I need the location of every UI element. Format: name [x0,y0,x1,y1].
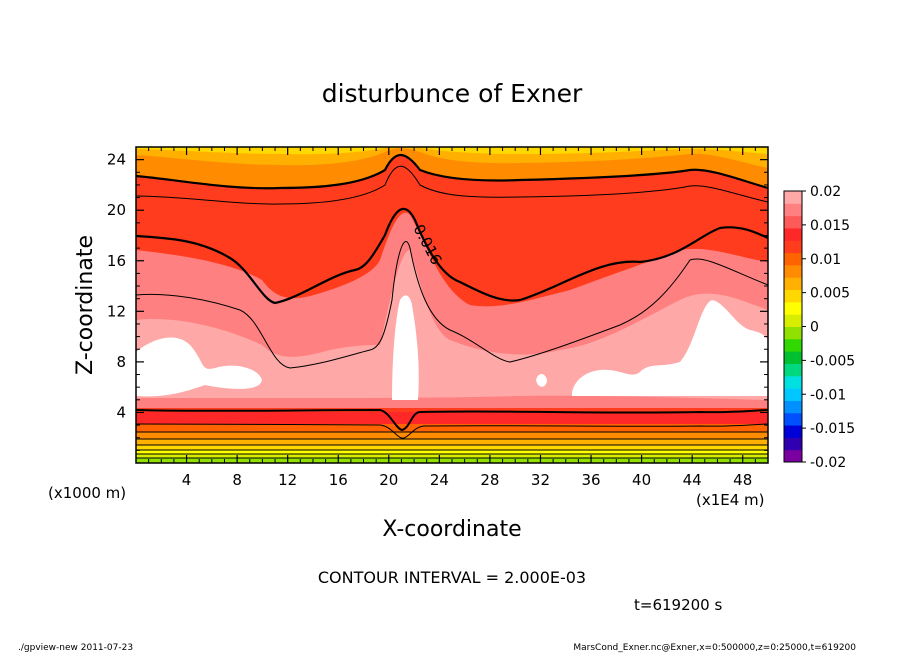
colorbar-segment [784,264,802,278]
x-tick-label: 40 [632,471,651,489]
colorbar-segment [784,425,802,438]
x-tick-label: 32 [531,471,550,489]
colorbar-segment [784,338,802,352]
y-tick-label: 20 [107,201,126,219]
contour-line-low-2 [136,423,768,439]
white-region-center [392,295,419,400]
x-axis: 4 8 12 16 20 24 28 32 36 40 44 48 [148,147,756,489]
x-tick-label: 48 [733,471,752,489]
x-tick-label: 8 [232,471,242,489]
band-low-4 [136,439,768,445]
colorbar-segment [784,215,802,229]
contour-interval-text: CONTOUR INTERVAL = 2.000E-03 [318,568,586,587]
colorbar-label: 0.005 [810,286,850,302]
colorbar-segment [784,388,802,401]
contour-fill-group [136,147,768,463]
footer-left: ./gpview-new 2011-07-23 [18,643,133,653]
colorbar-label: 0.02 [810,184,841,200]
y-tick-label: 24 [107,151,126,169]
colorbar-segment [784,301,802,315]
colorbar-segment [784,400,802,414]
chart-title: disturbunce of Exner [322,79,583,108]
colorbar-segment [784,449,802,463]
white-region-dot [536,374,547,387]
contour-line-016 [136,207,768,305]
x-tick-label: 20 [379,471,398,489]
x-tick-label: 24 [430,471,449,489]
time-label: t=619200 s [634,596,722,614]
white-region-right [572,300,768,396]
band-low-5 [136,445,768,450]
x-axis-label: X-coordinate [382,517,521,542]
band-low-7 [136,454,768,458]
x-tick-label: 36 [581,471,600,489]
colorbar-segment [784,289,802,303]
contour-line-low-1 [136,408,768,432]
x-tick-label: 44 [683,471,702,489]
colorbar-segment [784,314,802,327]
y-tick-label: 16 [107,252,126,270]
colorbar-labels: 0.02 0.015 0.01 0.005 0 -0.005 -0.01 -0.015 -0.0… [802,184,855,471]
y-axis: 4 8 12 16 20 24 [107,151,768,451]
y-tick-label: 8 [116,353,126,371]
x-tick-label: 28 [480,471,499,489]
colorbar-segment [784,375,802,389]
band-low-3 [136,432,768,439]
contour-line-top [136,153,768,190]
colorbar-label: -0.005 [810,353,855,369]
band-lighter-pink [136,250,768,400]
y-tick-label: 12 [107,302,126,320]
band-low-6 [136,450,768,454]
colorbar-label: 0.015 [810,218,850,234]
colorbar-label: -0.02 [810,455,846,471]
colorbar-segment [784,363,802,377]
colorbar-label: 0 [810,320,819,336]
colorbar [783,190,803,463]
x-tick-label: 4 [182,471,192,489]
colorbar-segment [784,203,802,217]
contour-lines [136,153,768,459]
colorbar-segment [784,240,802,254]
x-tick-label: 16 [329,471,348,489]
colorbar-segment [784,326,802,340]
y-tick-label: 4 [116,403,126,421]
contour-line-2 [136,165,768,205]
contour-line-4 [136,241,768,369]
band-low-1 [136,412,768,424]
colorbar-segment [784,191,802,204]
x-tick-label: 12 [278,471,297,489]
colorbar-segment [784,351,802,364]
x-units-label: (x1E4 m) [696,491,765,509]
colorbar-segment [784,412,802,426]
colorbar-segment [784,437,802,451]
colorbar-label: -0.015 [810,421,855,437]
white-region-left [136,337,262,397]
y-axis-label: Z-coordinate [73,235,98,375]
colorbar-segment [784,252,802,266]
colorbar-segment [784,227,802,241]
colorbar-label: -0.01 [810,387,846,403]
colorbar-segment [784,277,802,291]
z-units-label: (x1000 m) [48,484,126,502]
colorbar-label: 0.01 [810,252,841,268]
band-low-2 [136,424,768,432]
footer-right: MarsCond_Exner.nc@Exner,x=0:500000,z=0:2… [573,643,856,653]
